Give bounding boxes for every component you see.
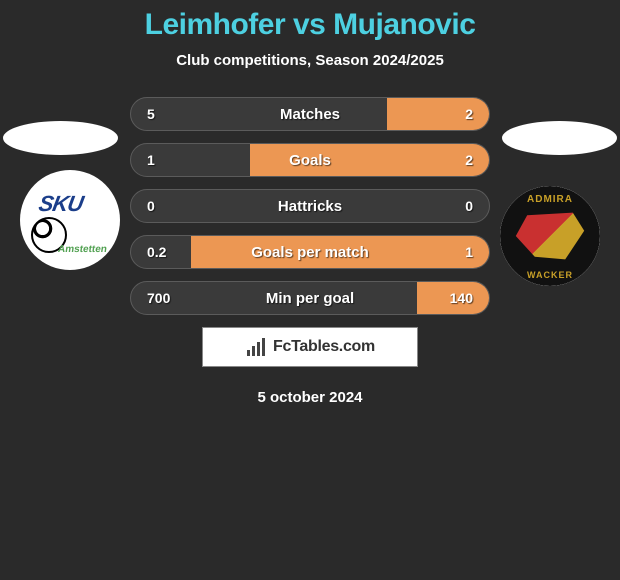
stat-label: Goals per match	[251, 244, 369, 261]
sku-badge-sub-text: Amstetten	[57, 244, 107, 255]
stats-list: 5 Matches 2 1 Goals 2 0 Hattricks 0 0.2 Goals per …	[130, 97, 490, 315]
sku-badge-icon: SKU Amstetten	[27, 177, 113, 263]
stat-value-left: 0.2	[147, 244, 166, 260]
player-avatar-left	[3, 121, 118, 155]
stat-value-left: 700	[147, 290, 170, 306]
stat-value-right: 140	[450, 290, 473, 306]
subtitle: Club competitions, Season 2024/2025	[0, 52, 620, 69]
stat-value-left: 0	[147, 198, 155, 214]
stat-row: 700 Min per goal 140	[130, 281, 490, 315]
bar-chart-icon	[245, 338, 267, 356]
team-badge-right[interactable]: ADMIRA WACKER	[500, 186, 600, 286]
stat-label: Hattricks	[278, 198, 342, 215]
fctables-logo[interactable]: FcTables.com	[202, 327, 418, 367]
page-title: Leimhofer vs Mujanovic	[0, 8, 620, 42]
stat-label: Min per goal	[266, 290, 354, 307]
stat-row: 5 Matches 2	[130, 97, 490, 131]
stat-value-right: 2	[465, 152, 473, 168]
admira-bottom-text: WACKER	[527, 270, 573, 280]
stat-label: Goals	[289, 152, 331, 169]
sku-badge-main-text: SKU	[37, 191, 85, 217]
player-avatar-right	[502, 121, 617, 155]
team-badge-left[interactable]: SKU Amstetten	[20, 170, 120, 270]
admira-top-text: ADMIRA	[527, 194, 573, 205]
stat-value-right: 2	[465, 106, 473, 122]
stat-value-right: 0	[465, 198, 473, 214]
stat-label: Matches	[280, 106, 340, 123]
stat-row: 0.2 Goals per match 1	[130, 235, 490, 269]
stat-fill-right	[250, 144, 489, 176]
comparison-widget: Leimhofer vs Mujanovic Club competitions…	[0, 0, 620, 406]
logo-text: FcTables.com	[273, 338, 375, 356]
admira-badge-icon: ADMIRA WACKER	[500, 186, 600, 286]
stat-fill-right	[387, 98, 489, 130]
stat-value-left: 1	[147, 152, 155, 168]
stat-row: 1 Goals 2	[130, 143, 490, 177]
stat-value-left: 5	[147, 106, 155, 122]
lion-icon	[512, 210, 588, 262]
date-label: 5 october 2024	[0, 389, 620, 406]
stat-value-right: 1	[465, 244, 473, 260]
stat-row: 0 Hattricks 0	[130, 189, 490, 223]
